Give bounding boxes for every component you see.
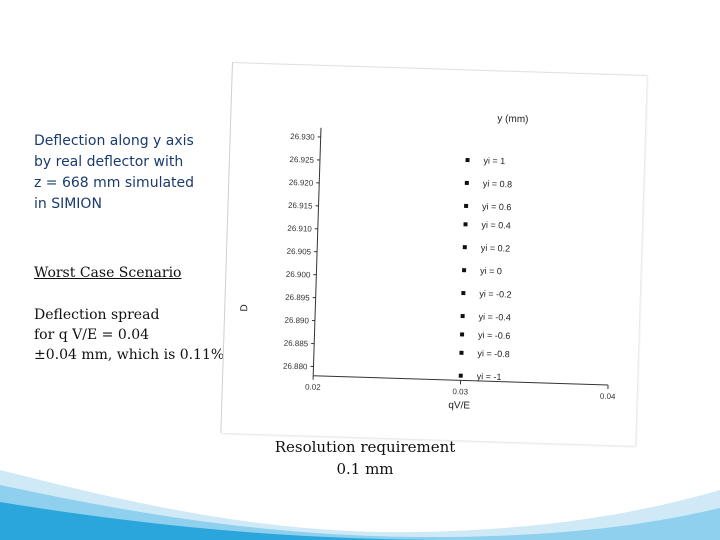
deflection-spread-text: Deflection spread for q V/E = 0.04 ±0.04… xyxy=(34,305,224,365)
series-label: yi = 0.8 xyxy=(483,178,513,189)
data-point xyxy=(459,350,464,355)
data-point xyxy=(464,180,469,186)
series-label: yi = 0 xyxy=(480,266,502,277)
spread-line-2: for q V/E = 0.04 xyxy=(34,327,150,343)
resolution-line-2: 0.1 mm xyxy=(336,460,394,478)
wave-dark-band xyxy=(0,502,460,540)
series-label: yi = 0.6 xyxy=(482,201,512,212)
resolution-line-1: Resolution requirement xyxy=(274,438,456,456)
y-tick-label: 26.895 xyxy=(285,293,310,303)
y-tick-label: 26.930 xyxy=(290,132,315,142)
x-axis-label: qV/E xyxy=(448,400,470,412)
x-tick-label: 0.04 xyxy=(600,392,616,402)
series-label: yi = -0.8 xyxy=(477,348,510,359)
decorative-wave xyxy=(0,470,720,540)
plot-axes xyxy=(310,127,609,389)
data-point xyxy=(461,291,466,296)
data-point xyxy=(464,203,469,208)
series-label: yi = 0.4 xyxy=(481,220,511,231)
y-tick-label: 26.890 xyxy=(284,316,309,326)
data-points xyxy=(458,157,470,378)
data-point xyxy=(460,314,465,319)
data-point xyxy=(459,332,465,337)
title-line-4: in SIMION xyxy=(34,196,102,212)
y-tick-label: 26.905 xyxy=(286,247,311,257)
y-tick-label: 26.915 xyxy=(288,201,313,211)
series-label: yi = 1 xyxy=(483,156,505,167)
title-line-2: by real deflector with xyxy=(34,154,184,170)
y-tick-labels: 26.930 26.925 26.920 26.915 26.910 26.905 26.9… xyxy=(283,132,316,371)
deflection-plot: 26.930 26.925 26.920 26.915 26.910 26.905 26.9… xyxy=(220,62,647,446)
x-tick-labels: 0.02 0.03 0.04 xyxy=(305,382,616,401)
plot-svg: 26.930 26.925 26.920 26.915 26.910 26.905 26.9… xyxy=(239,113,616,412)
title-line-3: z = 668 mm simulated xyxy=(34,175,195,191)
point-labels: yi = 1 yi = 0.8 yi = 0.6 yi = 0.4 yi = 0.2 yi… xyxy=(477,156,513,383)
series-label: yi = 0.2 xyxy=(481,243,511,254)
slide-title: Deflection along y axis by real deflecto… xyxy=(34,131,234,215)
y-tick-label: 26.900 xyxy=(286,270,311,280)
plot-title: y (mm) xyxy=(497,113,528,125)
worst-case-heading: Worst Case Scenario xyxy=(34,265,182,281)
series-label: yi = -1 xyxy=(477,371,502,382)
y-tick-label: 26.885 xyxy=(284,339,309,349)
title-line-1: Deflection along y axis xyxy=(34,133,194,149)
y-axis-label: D xyxy=(239,304,250,312)
resolution-requirement: Resolution requirement 0.1 mm xyxy=(270,436,460,480)
data-point xyxy=(462,245,467,250)
x-tick-label: 0.02 xyxy=(305,382,321,392)
series-label: yi = -0.4 xyxy=(478,312,511,323)
y-tick-label: 26.925 xyxy=(289,155,314,165)
spread-line-3: ±0.04 mm, which is 0.11% xyxy=(34,347,225,363)
y-tick-label: 26.910 xyxy=(287,224,312,234)
data-point xyxy=(463,222,468,227)
y-tick-label: 26.920 xyxy=(289,178,314,188)
data-point xyxy=(458,373,463,378)
data-point xyxy=(465,157,470,163)
x-tick-label: 0.03 xyxy=(452,387,468,397)
y-axis-line xyxy=(312,127,322,376)
series-label: yi = -0.2 xyxy=(479,289,512,300)
data-point xyxy=(462,268,467,273)
series-label: yi = -0.6 xyxy=(478,330,511,341)
y-tick-label: 26.880 xyxy=(283,362,308,372)
spread-line-1: Deflection spread xyxy=(34,307,160,323)
